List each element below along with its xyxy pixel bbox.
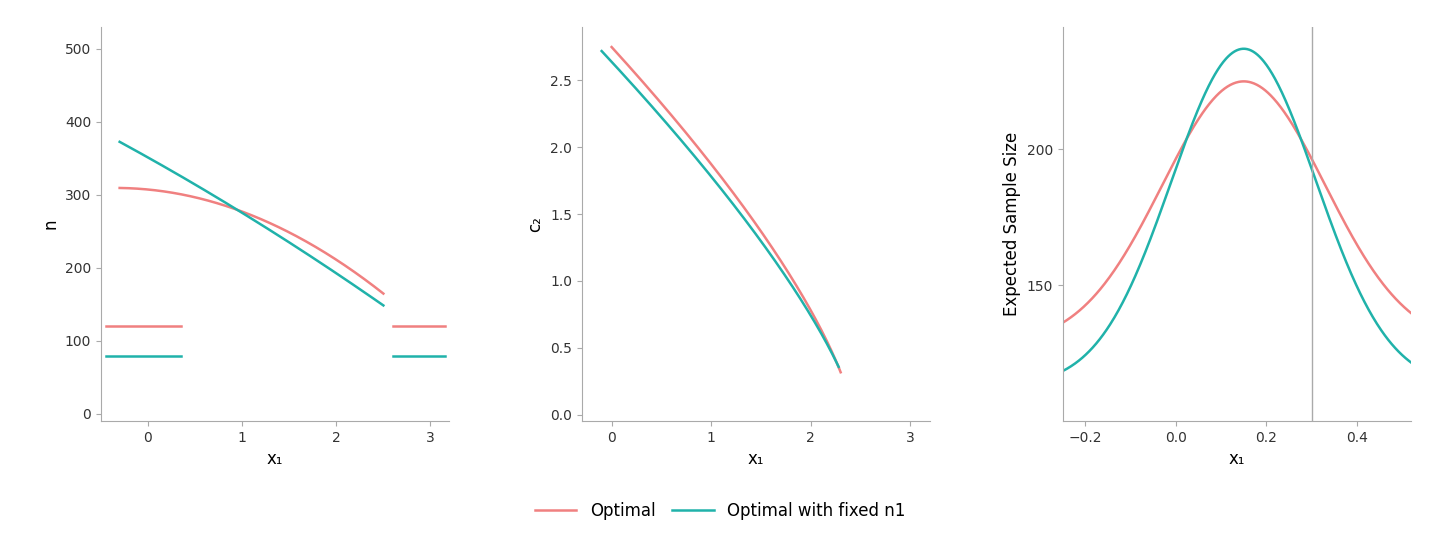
X-axis label: x₁: x₁ — [747, 450, 765, 469]
Y-axis label: n: n — [42, 219, 59, 230]
Legend: Optimal, Optimal with fixed n1: Optimal, Optimal with fixed n1 — [528, 495, 912, 526]
X-axis label: x₁: x₁ — [266, 450, 284, 469]
X-axis label: x₁: x₁ — [1228, 450, 1246, 469]
Y-axis label: Expected Sample Size: Expected Sample Size — [1004, 132, 1021, 316]
Y-axis label: c₂: c₂ — [527, 216, 544, 232]
